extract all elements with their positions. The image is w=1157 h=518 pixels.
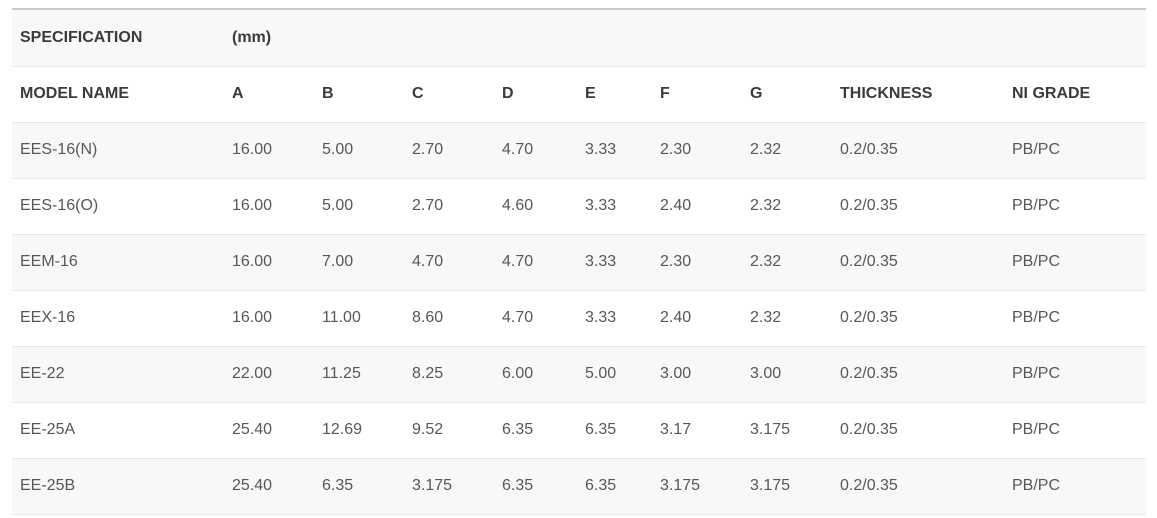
value-cell: 2.30 (660, 141, 692, 158)
value-cell: 4.70 (502, 253, 534, 270)
table-row: EES-16(O) 16.00 5.00 2.70 4.60 3.33 2.40 2.32 0.… (12, 178, 1146, 234)
value-cell: 0.2/0.35 (840, 253, 898, 270)
table-row: EE-25A 25.40 12.69 9.52 6.35 6.35 3.17 3.175 0.2… (12, 402, 1146, 458)
value-cell: 3.175 (660, 477, 701, 494)
model-name-cell: EEX-16 (20, 309, 76, 326)
column-header-f: F (660, 85, 670, 102)
value-cell: 6.35 (322, 477, 354, 494)
value-cell: 6.35 (585, 421, 617, 438)
value-cell: 6.35 (585, 477, 617, 494)
specification-header-row: SPECIFICATION (mm) (12, 10, 1146, 66)
table-row: EEX-16 16.00 11.00 8.60 4.70 3.33 2.40 2.32 0.2/… (12, 290, 1146, 346)
specification-table-container: SPECIFICATION (mm) MODEL NAME A B C D E F G THIC… (12, 8, 1146, 515)
value-cell: 5.00 (322, 197, 354, 214)
value-cell: PB/PC (1012, 197, 1061, 214)
value-cell: PB/PC (1012, 365, 1061, 382)
value-cell: 16.00 (232, 309, 273, 326)
specification-unit: (mm) (232, 28, 272, 46)
value-cell: PB/PC (1012, 477, 1061, 494)
specification-table: SPECIFICATION (mm) MODEL NAME A B C D E F G THIC… (12, 10, 1146, 515)
model-name-cell: EE-25B (20, 477, 76, 494)
value-cell: 2.32 (750, 141, 782, 158)
column-header-e: E (585, 85, 596, 102)
value-cell: 8.25 (412, 365, 444, 382)
value-cell: 3.175 (750, 477, 791, 494)
value-cell: 0.2/0.35 (840, 197, 898, 214)
table-row: EES-16(N) 16.00 5.00 2.70 4.70 3.33 2.30 2.32 0.… (12, 122, 1146, 178)
column-header-d: D (502, 85, 514, 102)
value-cell: PB/PC (1012, 309, 1061, 326)
column-header-row: MODEL NAME A B C D E F G THICKNESS NI GRADE (12, 66, 1146, 122)
value-cell: 0.2/0.35 (840, 477, 898, 494)
value-cell: 0.2/0.35 (840, 421, 898, 438)
value-cell: 3.175 (750, 421, 791, 438)
column-header-b: B (322, 85, 334, 102)
value-cell: 6.35 (502, 421, 534, 438)
value-cell: 2.70 (412, 141, 444, 158)
value-cell: 3.33 (585, 141, 617, 158)
column-header-model-name: MODEL NAME (20, 85, 130, 102)
value-cell: 0.2/0.35 (840, 309, 898, 326)
column-header-ni-grade: NI GRADE (1012, 85, 1091, 102)
value-cell: 16.00 (232, 253, 273, 270)
value-cell: 2.70 (412, 197, 444, 214)
value-cell: 5.00 (585, 365, 617, 382)
table-row: EEM-16 16.00 7.00 4.70 4.70 3.33 2.30 2.32 0.2/0… (12, 234, 1146, 290)
value-cell: 3.00 (660, 365, 692, 382)
model-name-cell: EE-22 (20, 365, 65, 382)
value-cell: 4.70 (502, 309, 534, 326)
value-cell: 5.00 (322, 141, 354, 158)
model-name-cell: EES-16(N) (20, 141, 98, 158)
value-cell: 3.33 (585, 253, 617, 270)
column-header-g: G (750, 85, 763, 102)
model-name-cell: EE-25A (20, 421, 76, 438)
table-row: EE-22 22.00 11.25 8.25 6.00 5.00 3.00 3.00 0.2/0… (12, 346, 1146, 402)
value-cell: 0.2/0.35 (840, 141, 898, 158)
value-cell: 3.175 (412, 477, 453, 494)
column-header-a: A (232, 85, 244, 102)
value-cell: 9.52 (412, 421, 444, 438)
value-cell: PB/PC (1012, 421, 1061, 438)
value-cell: 7.00 (322, 253, 354, 270)
value-cell: 3.33 (585, 309, 617, 326)
value-cell: 25.40 (232, 477, 273, 494)
table-body: EES-16(N) 16.00 5.00 2.70 4.70 3.33 2.30 2.32 0.… (12, 122, 1146, 514)
table-row: EE-25B 25.40 6.35 3.175 6.35 6.35 3.175 3.175 0.… (12, 458, 1146, 514)
value-cell: 11.00 (322, 309, 361, 326)
value-cell: 16.00 (232, 197, 273, 214)
value-cell: 2.30 (660, 253, 692, 270)
value-cell: 0.2/0.35 (840, 365, 898, 382)
value-cell: 2.40 (660, 309, 692, 326)
value-cell: 8.60 (412, 309, 444, 326)
value-cell: PB/PC (1012, 253, 1061, 270)
value-cell: 2.40 (660, 197, 692, 214)
value-cell: 22.00 (232, 365, 273, 382)
value-cell: 11.25 (322, 365, 361, 382)
value-cell: PB/PC (1012, 141, 1061, 158)
value-cell: 3.17 (660, 421, 692, 438)
model-name-cell: EEM-16 (20, 253, 78, 270)
model-name-cell: EES-16(O) (20, 197, 99, 214)
value-cell: 3.00 (750, 365, 782, 382)
value-cell: 25.40 (232, 421, 273, 438)
specification-title: SPECIFICATION (20, 28, 143, 46)
value-cell: 2.32 (750, 309, 782, 326)
value-cell: 12.69 (322, 421, 363, 438)
value-cell: 4.70 (502, 141, 534, 158)
column-header-thickness: THICKNESS (840, 85, 933, 102)
value-cell: 4.60 (502, 197, 534, 214)
value-cell: 2.32 (750, 197, 782, 214)
value-cell: 2.32 (750, 253, 782, 270)
value-cell: 16.00 (232, 141, 273, 158)
value-cell: 3.33 (585, 197, 617, 214)
column-header-c: C (412, 85, 424, 102)
value-cell: 4.70 (412, 253, 444, 270)
value-cell: 6.00 (502, 365, 534, 382)
value-cell: 6.35 (502, 477, 534, 494)
